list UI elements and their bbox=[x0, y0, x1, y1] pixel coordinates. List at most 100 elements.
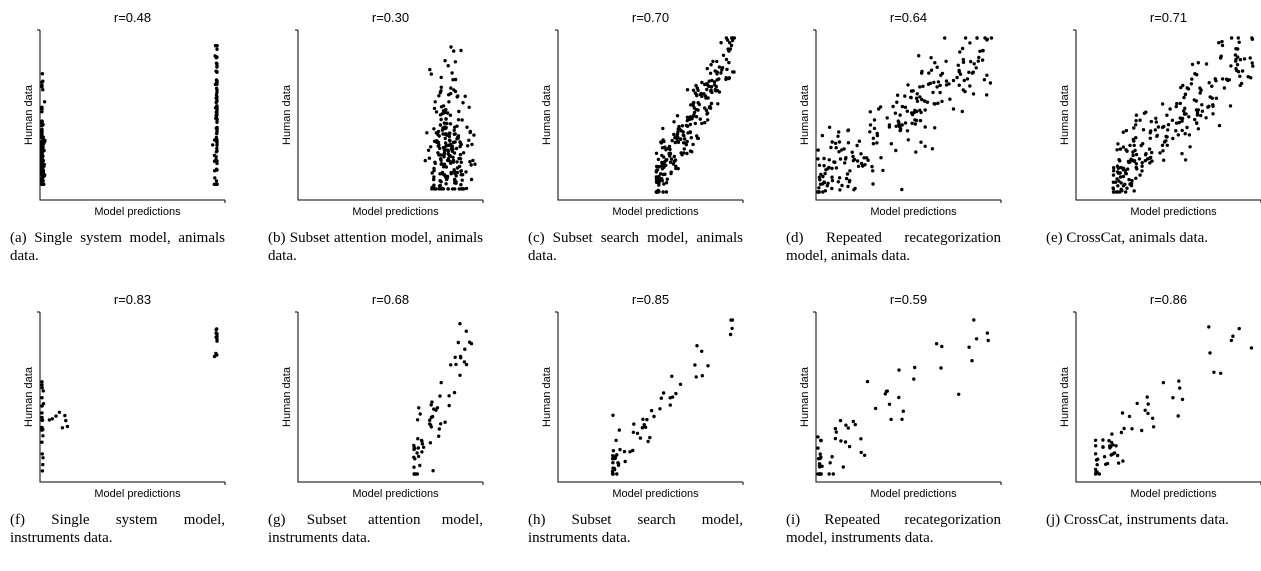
data-point bbox=[469, 341, 474, 346]
data-point bbox=[934, 342, 939, 346]
data-point bbox=[918, 118, 923, 123]
data-point bbox=[455, 170, 460, 175]
data-point bbox=[611, 449, 616, 453]
data-point bbox=[1140, 161, 1144, 165]
data-point bbox=[846, 184, 850, 189]
axes bbox=[557, 30, 743, 201]
data-point bbox=[434, 408, 438, 412]
data-point bbox=[433, 100, 437, 104]
data-point bbox=[930, 147, 935, 151]
data-point bbox=[1114, 444, 1118, 448]
data-point bbox=[453, 125, 457, 129]
data-point bbox=[1210, 96, 1214, 100]
data-point bbox=[1198, 86, 1202, 90]
data-point bbox=[696, 136, 701, 141]
data-point bbox=[691, 103, 695, 108]
data-point bbox=[700, 94, 704, 99]
data-point bbox=[833, 141, 838, 145]
data-point bbox=[40, 418, 44, 422]
data-point bbox=[1185, 125, 1189, 130]
data-point bbox=[1094, 444, 1098, 448]
data-point bbox=[933, 61, 937, 65]
data-point bbox=[818, 452, 822, 456]
data-point bbox=[1104, 462, 1108, 466]
data-point bbox=[826, 167, 830, 171]
data-point bbox=[464, 362, 469, 367]
data-point bbox=[439, 75, 443, 80]
correlation-title: r=0.64 bbox=[890, 10, 927, 25]
data-point bbox=[443, 141, 448, 145]
data-point bbox=[654, 177, 659, 181]
data-point bbox=[420, 442, 425, 446]
data-point bbox=[682, 151, 686, 155]
data-point bbox=[214, 56, 218, 60]
data-point bbox=[416, 437, 420, 441]
data-point bbox=[441, 165, 446, 169]
data-point bbox=[728, 47, 733, 51]
correlation-title: r=0.30 bbox=[372, 10, 409, 25]
data-point bbox=[40, 179, 44, 184]
data-point bbox=[1150, 416, 1155, 420]
data-point bbox=[1121, 459, 1125, 463]
data-point bbox=[443, 132, 447, 136]
data-point bbox=[449, 161, 453, 165]
data-point bbox=[458, 152, 463, 157]
data-point bbox=[450, 71, 454, 75]
data-point bbox=[1132, 159, 1137, 163]
data-point bbox=[940, 99, 944, 104]
data-point bbox=[453, 187, 457, 191]
data-point bbox=[447, 100, 451, 104]
data-point bbox=[661, 126, 665, 131]
data-point bbox=[657, 179, 661, 183]
data-point bbox=[1095, 463, 1099, 467]
data-point bbox=[1182, 109, 1186, 113]
data-point bbox=[464, 170, 468, 174]
y-axis-label: Human data bbox=[799, 366, 811, 427]
data-point bbox=[682, 147, 686, 151]
data-point bbox=[215, 131, 219, 136]
data-point bbox=[458, 157, 463, 161]
data-point bbox=[642, 423, 646, 427]
data-point bbox=[822, 156, 826, 161]
data-point bbox=[654, 151, 659, 155]
data-point bbox=[1250, 36, 1254, 40]
scatter-plot-b: r=0.30 Model predictions Human data bbox=[281, 10, 484, 218]
data-point bbox=[1195, 111, 1200, 115]
data-point bbox=[450, 171, 454, 175]
data-point bbox=[1236, 36, 1240, 40]
data-point bbox=[935, 65, 939, 69]
data-point bbox=[929, 56, 933, 60]
data-point bbox=[700, 80, 704, 85]
data-point bbox=[429, 72, 433, 76]
data-point bbox=[1115, 170, 1120, 174]
data-point bbox=[437, 143, 441, 147]
data-point bbox=[889, 417, 893, 422]
data-point bbox=[451, 155, 455, 159]
data-point bbox=[215, 140, 219, 145]
data-point bbox=[670, 374, 674, 378]
data-point bbox=[816, 148, 820, 152]
data-point bbox=[684, 143, 688, 147]
data-point bbox=[872, 126, 877, 131]
data-point bbox=[900, 187, 904, 192]
data-point bbox=[215, 337, 219, 341]
data-point bbox=[914, 96, 919, 100]
data-point bbox=[659, 177, 664, 181]
data-point bbox=[1141, 128, 1146, 132]
data-point bbox=[1198, 91, 1202, 95]
data-point bbox=[704, 108, 709, 112]
data-point bbox=[1234, 57, 1238, 62]
data-point bbox=[473, 162, 477, 166]
data-point bbox=[1093, 452, 1098, 456]
data-point bbox=[459, 183, 463, 187]
data-point bbox=[1200, 103, 1204, 107]
scatter-plot-a: r=0.48 Model predictions Human data bbox=[23, 10, 226, 218]
scatter-plot-h: r=0.85 Model predictions Human data bbox=[541, 292, 744, 500]
data-point bbox=[662, 182, 666, 186]
data-point bbox=[452, 132, 456, 136]
data-point bbox=[458, 322, 462, 326]
data-point bbox=[680, 124, 685, 128]
data-point bbox=[443, 420, 447, 424]
data-point bbox=[962, 78, 966, 83]
data-point bbox=[656, 157, 661, 162]
